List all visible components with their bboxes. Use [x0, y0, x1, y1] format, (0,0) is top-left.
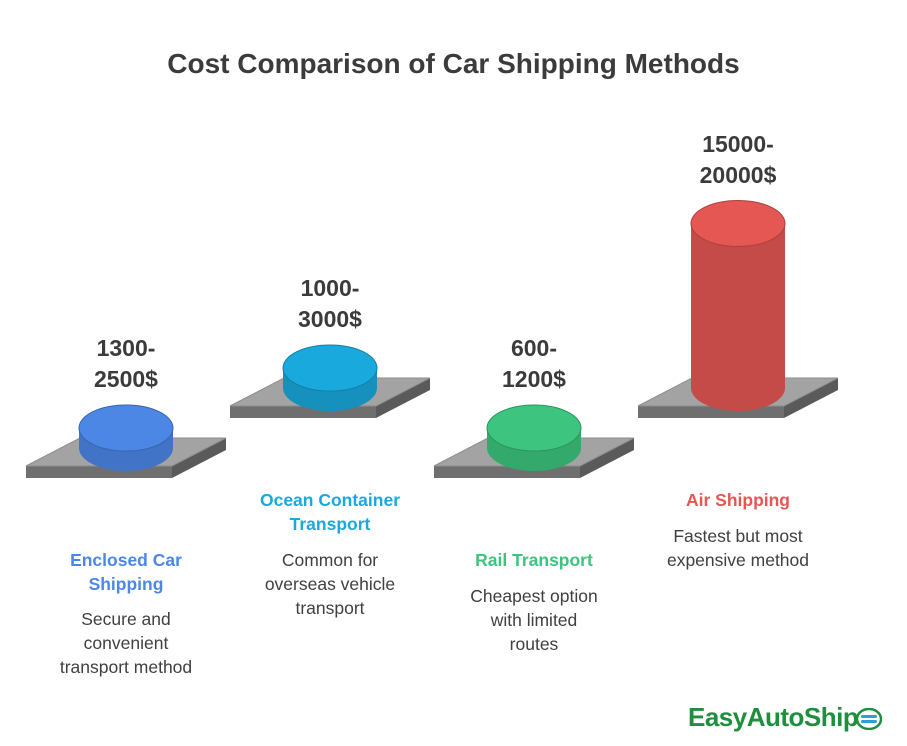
- description-line: overseas vehicle: [264, 574, 396, 594]
- category-line-1: Rail Transport: [475, 550, 593, 570]
- platform-side: [580, 438, 634, 478]
- range-line-2: 3000$: [298, 306, 362, 332]
- category-label-enclosed-car-shipping: Enclosed Car Shipping: [26, 548, 226, 596]
- range-line-2: 2500$: [94, 366, 158, 392]
- description-line: Common for: [281, 550, 379, 570]
- platform-side: [784, 378, 838, 418]
- description-air-shipping: Fastest but most expensive method: [638, 524, 838, 572]
- platform-front: [434, 466, 580, 478]
- car-badge-icon: [856, 708, 882, 730]
- description-line: transport: [295, 598, 365, 618]
- range-line-1: 1300-: [96, 335, 156, 361]
- range-line-2: 20000$: [699, 161, 777, 188]
- chart-title: Cost Comparison of Car Shipping Methods: [167, 48, 740, 79]
- category-line-2: Transport: [289, 514, 371, 534]
- description-line: with limited: [490, 610, 578, 630]
- range-label-enclosed-car-shipping: 1300- 2500$: [51, 333, 201, 395]
- description-enclosed-car-shipping: Secure and convenient transport method: [26, 607, 226, 679]
- range-line-1: 15000-: [702, 130, 774, 157]
- range-label-ocean-container-transport: 1000- 3000$: [255, 273, 405, 335]
- range-label-air-shipping: 15000- 20000$: [663, 129, 813, 191]
- range-label-rail-transport: 600- 1200$: [459, 333, 609, 395]
- column-enclosed-car-shipping: [25, 404, 227, 478]
- description-line: expensive method: [666, 550, 810, 570]
- column-rail-transport: [433, 404, 635, 478]
- column-air-shipping: [637, 200, 839, 418]
- description-line: transport method: [59, 657, 193, 677]
- category-line-1: Enclosed Car: [70, 550, 182, 570]
- category-label-rail-transport: Rail Transport: [434, 548, 634, 572]
- bar-rail-transport-top: [486, 404, 582, 452]
- description-ocean-container-transport: Common for overseas vehicle transport: [230, 548, 430, 620]
- range-line-1: 1000-: [300, 275, 360, 301]
- bar-ocean-container-transport-top: [282, 344, 378, 392]
- description-rail-transport: Cheapest option with limited routes: [434, 584, 634, 656]
- bar-enclosed-car-shipping-top: [78, 404, 174, 452]
- category-line-2: Shipping: [88, 574, 164, 594]
- description-line: convenient: [83, 633, 169, 653]
- category-label-air-shipping: Air Shipping: [638, 488, 838, 512]
- platform-side: [376, 378, 430, 418]
- category-label-ocean-container-transport: Ocean Container Transport: [230, 488, 430, 536]
- bar-air-shipping-body: [691, 223, 785, 411]
- platform-front: [638, 406, 784, 418]
- description-line: Fastest but most: [673, 526, 803, 546]
- description-line: Cheapest option: [470, 586, 598, 606]
- range-line-1: 600-: [510, 335, 558, 361]
- description-line: Secure and: [81, 609, 171, 629]
- column-ocean-container-transport: [229, 344, 431, 418]
- platform-front: [230, 406, 376, 418]
- range-line-2: 1200$: [502, 366, 566, 392]
- brand-logo: EasyAutoShip: [688, 702, 859, 732]
- category-line-1: Ocean Container: [259, 490, 401, 510]
- bar-air-shipping-top: [690, 200, 786, 247]
- platform-side: [172, 438, 226, 478]
- platform-front: [26, 466, 172, 478]
- category-line-1: Air Shipping: [685, 490, 791, 510]
- description-line: routes: [509, 634, 559, 654]
